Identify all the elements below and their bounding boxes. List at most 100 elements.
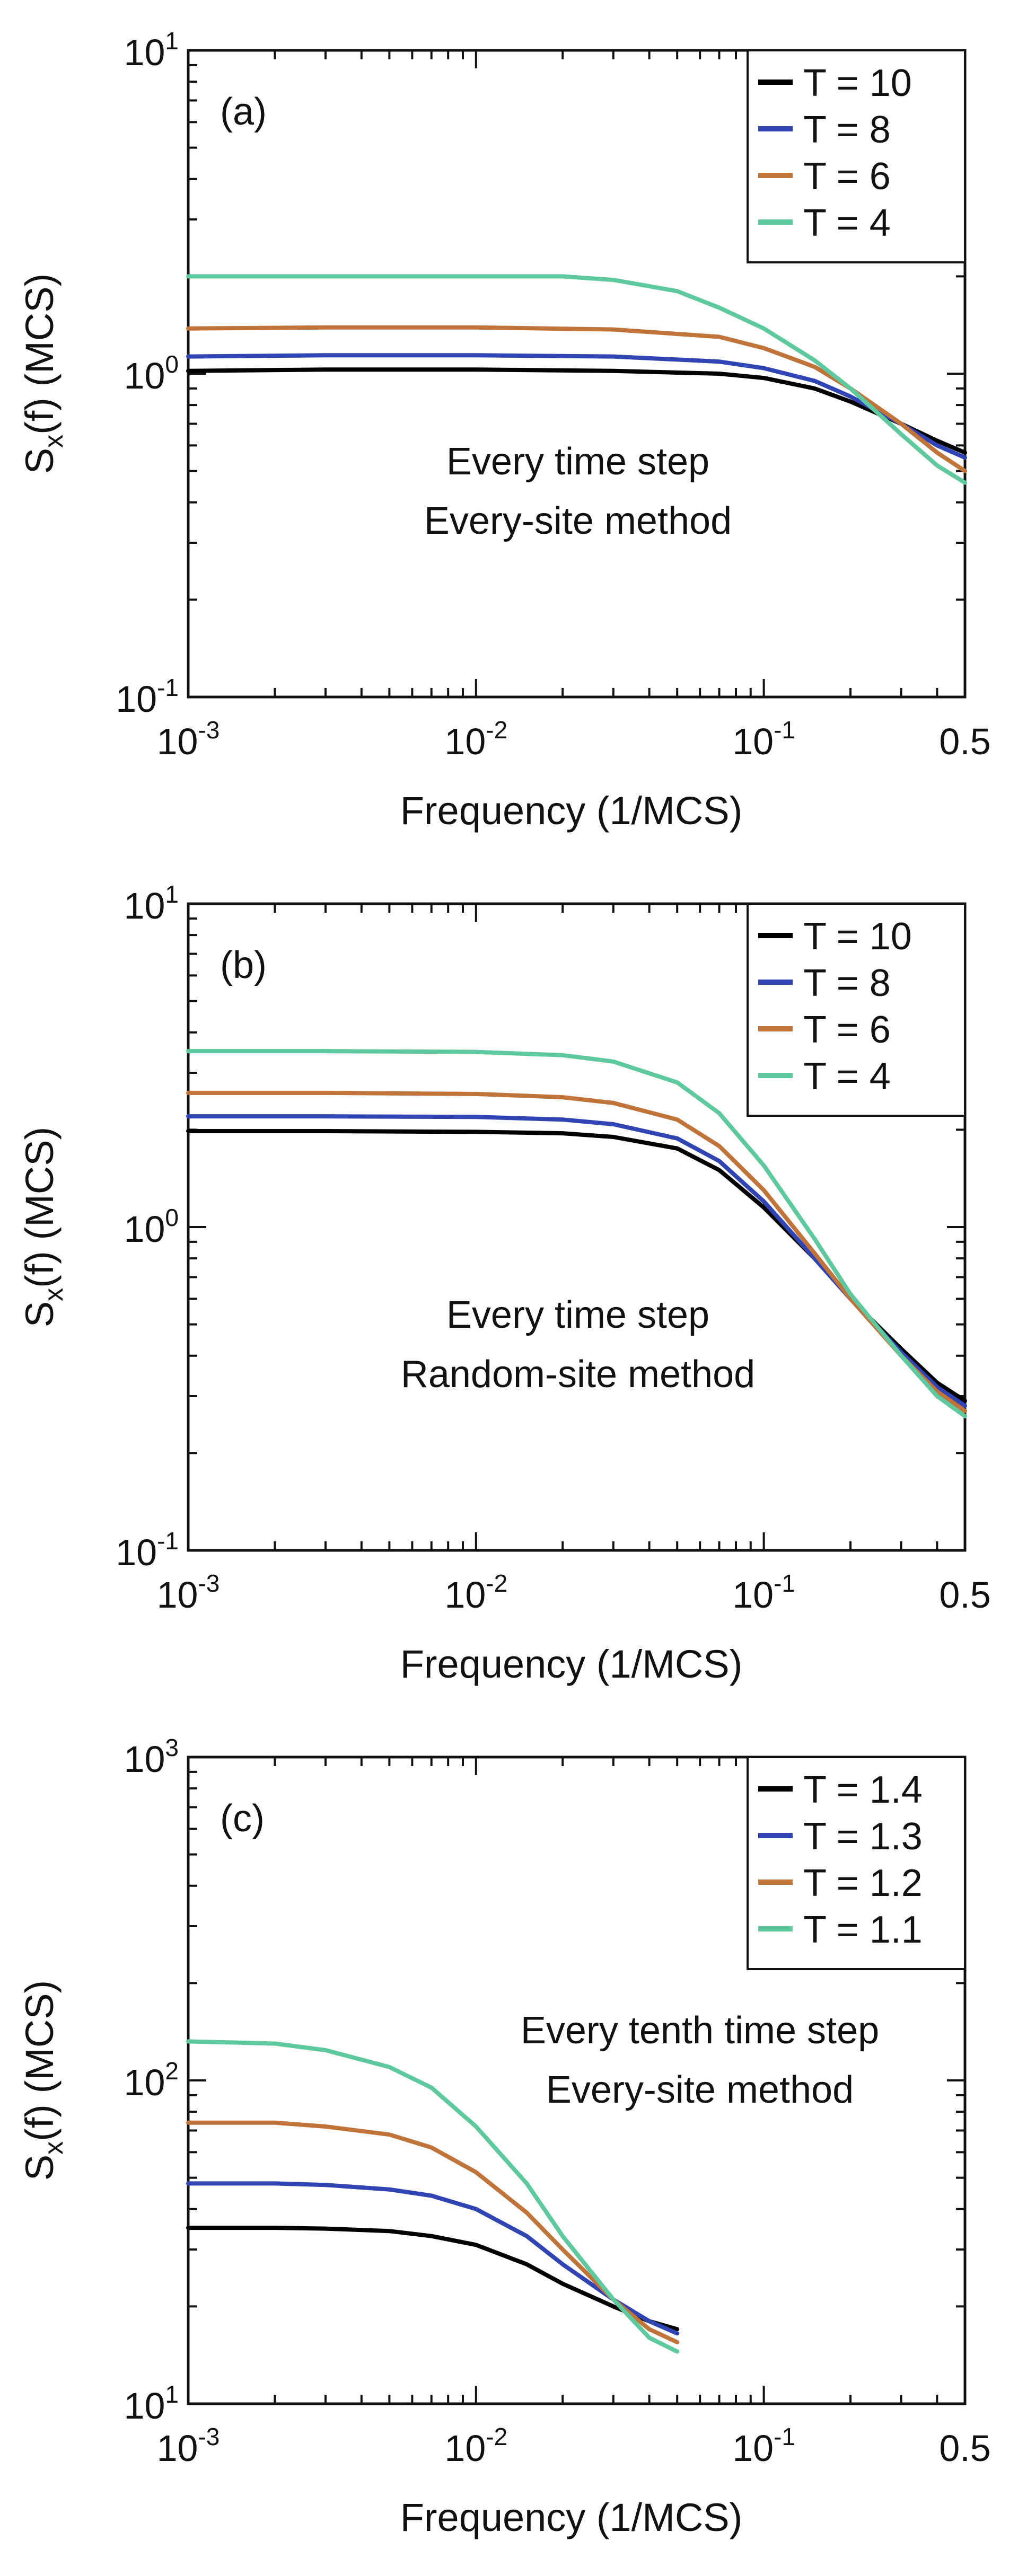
y-tick-label: 100	[124, 350, 179, 396]
annotation-line: Every time step	[446, 1294, 709, 1336]
x-tick-label-base: 10	[732, 2428, 774, 2469]
legend-label: T = 8	[803, 962, 891, 1004]
x-tick-label: 10-2	[444, 1569, 507, 1616]
x-tick-label-exponent: -3	[198, 1569, 220, 1597]
y-tick-label-exponent: 0	[165, 1204, 179, 1231]
legend-box	[747, 1756, 966, 1970]
x-tick-label-base: 10	[732, 1574, 774, 1616]
panel-label: (c)	[220, 1797, 265, 1840]
annotation-line: Every time step	[446, 440, 709, 483]
legend-label: T = 6	[803, 1009, 891, 1051]
y-tick-label-base: 10	[124, 885, 165, 927]
y-tick-label-base: 10	[116, 1532, 157, 1573]
x-tick-label: 10-1	[732, 2423, 795, 2469]
y-tick-label: 103	[124, 1734, 179, 1780]
annotation-line: Every-site method	[546, 2069, 854, 2111]
x-tick-label: 10-3	[157, 2423, 220, 2469]
y-tick-label-exponent: 3	[165, 1734, 179, 1761]
y-axis-title-subscript: x	[39, 1288, 68, 1301]
x-tick-label-exponent: -2	[486, 716, 507, 744]
x-tick-label: 10-3	[157, 716, 220, 762]
series-line-4	[186, 1049, 967, 1418]
y-axis-title-tail: (f) (MCS)	[17, 1980, 62, 2141]
legend-label: T = 10	[803, 915, 912, 958]
legend-label: T = 8	[803, 109, 891, 151]
y-tick-label: 101	[124, 2380, 179, 2427]
x-tick-label: 10-2	[444, 2423, 507, 2469]
y-tick-label-exponent: 0	[165, 350, 179, 378]
x-tick-label: 0.5	[939, 721, 990, 762]
y-tick-label-exponent: 1	[165, 880, 179, 908]
y-tick-label: 10-1	[116, 674, 179, 720]
x-tick-label: 10-1	[732, 1569, 795, 1616]
x-tick-label-base: 10	[157, 721, 198, 762]
x-tick-label-base: 10	[444, 1574, 486, 1616]
y-axis-title-main: S	[17, 1301, 62, 1327]
y-axis-title-main: S	[17, 448, 62, 474]
x-axis-title: Frequency (1/MCS)	[400, 1642, 743, 1686]
y-axis-title-tail: (f) (MCS)	[17, 1127, 62, 1288]
y-tick-label-exponent: 1	[165, 2380, 179, 2408]
annotation-line: Every-site method	[424, 500, 732, 542]
legend-box	[747, 49, 966, 263]
x-tick-label-exponent: -1	[774, 2423, 795, 2450]
y-tick-label: 101	[124, 27, 179, 73]
x-tick-label: 10-3	[157, 1569, 220, 1616]
y-tick-label-exponent: -1	[157, 674, 179, 701]
series-line-1-2	[186, 2120, 680, 2344]
x-axis-title: Frequency (1/MCS)	[400, 789, 743, 833]
x-tick-label-base: 10	[444, 721, 486, 762]
y-axis-title: Sx(f) (MCS)	[17, 1127, 68, 1328]
series-line-10	[186, 1129, 967, 1403]
legend-box	[747, 903, 966, 1117]
x-tick-label-base: 0.5	[939, 721, 990, 762]
legend: T = 10 T = 8T = 6T = 4	[747, 49, 966, 263]
x-tick-label-base: 10	[157, 1574, 198, 1616]
series-line-8	[186, 1114, 967, 1408]
y-axis-title: Sx(f) (MCS)	[17, 1980, 68, 2181]
x-tick-label-exponent: -3	[198, 2423, 220, 2450]
y-axis-title-main: S	[17, 2155, 62, 2181]
y-tick-label-base: 10	[124, 32, 165, 73]
x-tick-label-base: 10	[732, 721, 774, 762]
y-tick-label: 102	[124, 2057, 179, 2103]
x-tick-label: 10-1	[732, 716, 795, 762]
x-tick-label: 0.5	[939, 1574, 990, 1616]
legend-label: T = 10	[803, 62, 912, 104]
y-tick-label: 101	[124, 880, 179, 927]
y-tick-label-base: 10	[124, 1208, 165, 1250]
panel-label: (a)	[220, 91, 267, 133]
y-axis-title-subscript: x	[39, 435, 68, 448]
x-tick-label-exponent: -2	[486, 1569, 507, 1597]
y-tick-label-base: 10	[116, 678, 157, 720]
series-line-1-1	[186, 2039, 680, 2354]
x-axis-title: Frequency (1/MCS)	[400, 2495, 743, 2539]
x-tick-label-base: 0.5	[939, 2428, 990, 2469]
y-tick-label-base: 10	[124, 2062, 165, 2103]
y-tick-label-exponent: 1	[165, 27, 179, 55]
legend-label: T = 4	[803, 202, 891, 244]
annotation-line: Random-site method	[401, 1353, 755, 1396]
legend-label: T = 1.3	[803, 1815, 923, 1858]
x-tick-label-exponent: -1	[774, 716, 795, 744]
panel-label: (b)	[220, 944, 267, 986]
y-axis-title: Sx(f) (MCS)	[17, 274, 68, 474]
y-tick-label-base: 10	[124, 2385, 165, 2427]
series-line-4	[186, 274, 967, 485]
x-tick-label-base: 10	[444, 2428, 486, 2469]
series-line-6	[186, 325, 967, 473]
y-axis-title-tail: (f) (MCS)	[17, 274, 62, 435]
y-axis-title-subscript: x	[39, 2141, 68, 2155]
legend-label: T = 4	[803, 1055, 891, 1098]
series-line-1-4	[186, 2226, 680, 2332]
y-tick-label-base: 10	[124, 355, 165, 396]
annotation-line: Every tenth time step	[521, 2009, 879, 2052]
x-tick-label: 10-2	[444, 716, 507, 762]
legend-label: T = 1.1	[803, 1909, 923, 1951]
x-tick-label-base: 10	[157, 2428, 198, 2469]
legend-label: T = 1.4	[803, 1769, 923, 1811]
y-tick-label: 10-1	[116, 1527, 179, 1573]
